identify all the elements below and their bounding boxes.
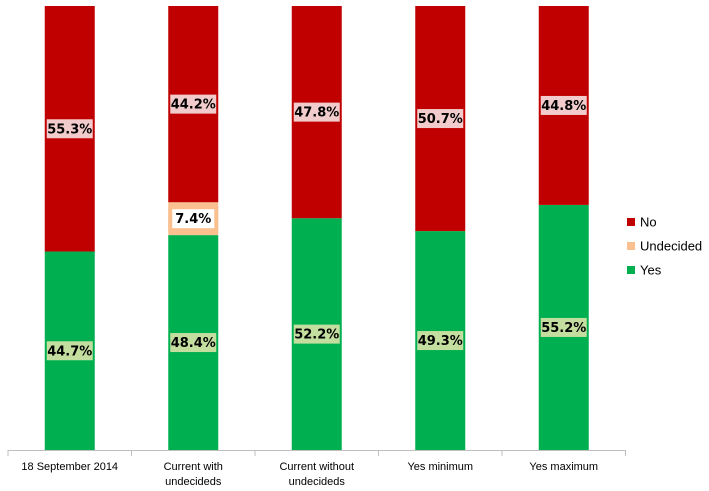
data-label-yes-0: 44.7% [46,341,93,361]
legend-item-yes: Yes [627,263,662,278]
data-label-no-0: 55.3% [46,119,93,139]
x-tick-label-4-0: Yes maximum [529,461,598,473]
bars-group [44,6,589,450]
data-label-no-1: 44.2% [170,94,217,114]
data-label-bg-yes-3 [417,331,464,351]
data-label-bg-no-2 [293,102,340,122]
data-label-bg-yes-1 [170,333,217,353]
legend: No Undecided Yes [627,215,702,278]
legend-swatch-undecided [627,242,635,250]
legend-label-yes: Yes [640,263,662,278]
legend-swatch-yes [627,266,635,274]
data-label-text-no-1: 44.2% [171,98,216,113]
x-tick-label-1-0: Current with [164,461,223,473]
legend-item-undecided: Undecided [627,239,702,254]
data-label-bg-yes-0 [46,341,93,361]
data-label-text-no-2: 47.8% [294,106,339,121]
data-label-bg-no-1 [170,94,217,114]
data-label-yes-2: 52.2% [293,324,340,344]
x-tick-label-2-1: undecideds [289,476,346,488]
data-label-no-2: 47.8% [293,102,340,122]
x-tick-label-2-0: Current without [279,461,354,473]
legend-label-undecided: Undecided [640,239,702,254]
data-label-yes-1: 48.4% [170,333,217,353]
data-label-text-yes-1: 48.4% [171,336,216,351]
data-label-text-no-4: 44.8% [541,99,586,114]
data-label-bg-no-4 [540,95,587,115]
data-label-bg-yes-2 [293,324,340,344]
data-label-text-undecided-1: 7.4% [175,212,211,227]
data-label-bg-no-0 [46,119,93,139]
x-tick-label-3-0: Yes minimum [407,461,473,473]
data-label-text-no-0: 55.3% [47,122,92,137]
data-label-bg-no-3 [417,109,464,129]
data-label-text-no-3: 50.7% [418,112,463,127]
data-label-no-3: 50.7% [417,109,464,129]
data-label-undecided-1: 7.4% [168,206,219,232]
data-label-bg-yes-4 [540,317,587,337]
data-label-no-4: 44.8% [540,95,587,115]
data-label-text-yes-4: 55.2% [541,321,586,336]
data-label-text-yes-2: 52.2% [294,328,339,343]
data-label-text-yes-3: 49.3% [418,334,463,349]
x-axis: 18 September 2014 Current with undecideds C… [7,450,626,488]
legend-item-no: No [627,215,657,230]
data-label-text-yes-0: 44.7% [47,344,92,359]
data-label-yes-3: 49.3% [417,331,464,351]
legend-label-no: No [640,215,657,230]
x-tick-label-1-1: undecideds [165,476,222,488]
data-label-bg-undecided-1 [172,209,215,229]
data-labels-group: 44.7% 55.3% 48.4% 7.4% 44.2% 52.2% 47.8% 49.3% 5… [46,94,587,361]
data-label-yes-4: 55.2% [540,317,587,337]
x-tick-label-0-0: 18 September 2014 [21,461,118,473]
legend-swatch-no [627,218,635,226]
